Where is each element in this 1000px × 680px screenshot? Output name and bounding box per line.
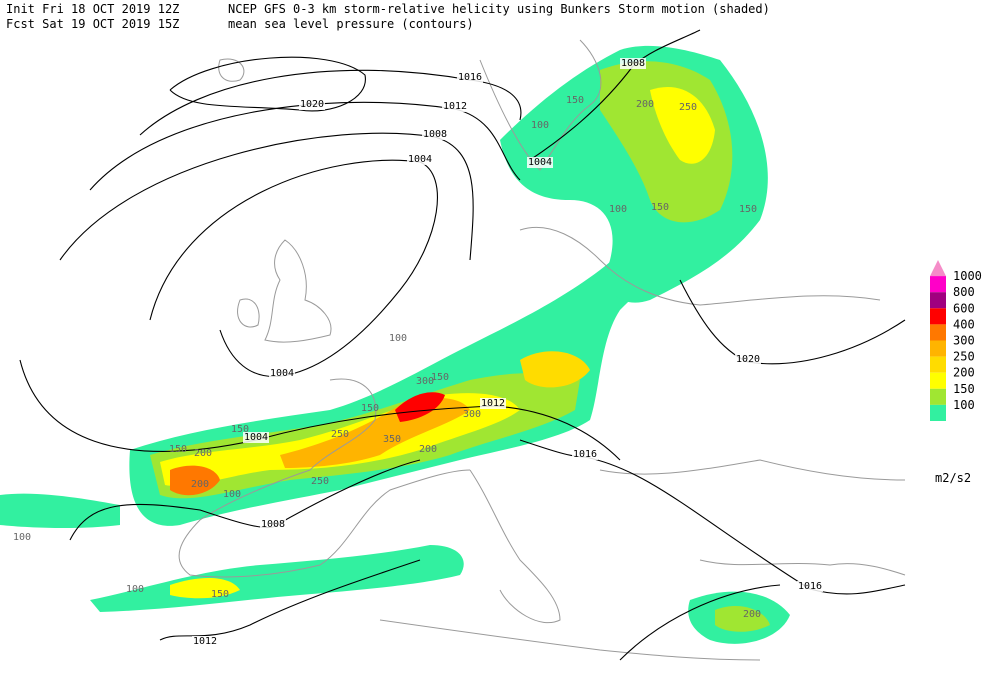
- legend-swatch: [930, 324, 946, 341]
- shading-label: 200: [636, 99, 654, 110]
- legend-label: 200: [953, 366, 975, 380]
- shading-label: 150: [739, 204, 757, 215]
- map-labels: 1020 1016 1012 1008 1004 1004 1008 1004 1004 1012…: [13, 58, 823, 647]
- isobar-label-bg: [422, 129, 448, 140]
- shading-label: 150: [361, 403, 379, 414]
- isobar-label: 1004: [408, 154, 432, 165]
- map-title: NCEP GFS 0-3 km storm-relative helicity …: [228, 2, 770, 16]
- legend: 1000 800 600 400 300 250 200 150 100: [930, 260, 982, 421]
- isobar-label-bg: [442, 101, 468, 112]
- isobar-label-bg: [620, 58, 646, 69]
- isobar-label-bg: [735, 354, 761, 365]
- shading-label: 250: [331, 429, 349, 440]
- isobar-label-bg: [797, 581, 823, 592]
- map-subtitle: mean sea level pressure (contours): [228, 17, 474, 31]
- legend-label: 800: [953, 285, 975, 299]
- shading-label: 350: [383, 434, 401, 445]
- shading-label: 150: [169, 444, 187, 455]
- fcst-line: Fcst Sat 19 OCT 2019 15Z: [6, 17, 179, 31]
- shading-label: 100: [223, 489, 241, 500]
- legend-label: 100: [953, 398, 975, 412]
- legend-swatch: [930, 372, 946, 389]
- isobar-label: 1004: [528, 157, 552, 168]
- isobar-label-bg: [299, 99, 325, 110]
- units-label: m2/s2: [935, 471, 971, 485]
- isobar-label: 1020: [300, 99, 324, 110]
- isobar-label: 1008: [261, 519, 285, 530]
- isobar-label-bg: [407, 154, 433, 165]
- isobar-label: 1012: [193, 636, 217, 647]
- shading-label: 100: [609, 204, 627, 215]
- shading-label: 200: [191, 479, 209, 490]
- isobar-label-bg: [480, 398, 506, 409]
- shading-label: 100: [13, 532, 31, 543]
- shading-label: 150: [566, 95, 584, 106]
- legend-swatch: [930, 356, 946, 373]
- init-line: Init Fri 18 OCT 2019 12Z: [6, 2, 179, 16]
- isobar-label: 1016: [798, 581, 822, 592]
- legend-swatch: [930, 276, 946, 293]
- shading-label: 150: [211, 589, 229, 600]
- shading-label: 150: [231, 424, 249, 435]
- shading-label: 100: [126, 584, 144, 595]
- isobar-label-bg: [243, 432, 269, 443]
- legend-swatch: [930, 388, 946, 405]
- shading-label: 200: [743, 609, 761, 620]
- isobar-label-bg: [192, 636, 218, 647]
- isobar-label-bg: [527, 157, 553, 168]
- isobar-label-bg: [269, 368, 295, 379]
- isobar-label: 1004: [244, 432, 268, 443]
- shading-label: 200: [419, 444, 437, 455]
- isobar-label: 1012: [443, 101, 467, 112]
- shading-label: 250: [311, 476, 329, 487]
- shading-label: 300: [416, 376, 434, 387]
- isobar-label: 1008: [423, 129, 447, 140]
- isobar-label: 1016: [573, 449, 597, 460]
- legend-label: 600: [953, 301, 975, 315]
- isobar-label: 1012: [481, 398, 505, 409]
- shading-label: 150: [431, 372, 449, 383]
- isobar-label: 1020: [736, 354, 760, 365]
- isobar-label-bg: [457, 72, 483, 83]
- isobar-label: 1008: [621, 58, 645, 69]
- legend-label: 250: [953, 350, 975, 364]
- legend-swatch: [930, 292, 946, 309]
- shading-label: 300: [463, 409, 481, 420]
- isobar-label-bg: [572, 449, 598, 460]
- legend-label: 400: [953, 317, 975, 331]
- shading-label: 200: [194, 448, 212, 459]
- isobar-label-bg: [260, 519, 286, 530]
- shading-label: 100: [531, 120, 549, 131]
- isobar-label: 1004: [270, 368, 294, 379]
- legend-label: 300: [953, 334, 975, 348]
- shading-label: 150: [651, 202, 669, 213]
- legend-label: 1000: [953, 269, 982, 283]
- isobar-label: 1016: [458, 72, 482, 83]
- legend-triangle: [930, 260, 946, 277]
- isobars: [19, 29, 906, 661]
- shading-label: 100: [389, 333, 407, 344]
- legend-swatch: [930, 340, 946, 357]
- legend-swatch: [930, 308, 946, 325]
- shading: [0, 45, 790, 644]
- legend-label: 150: [953, 382, 975, 396]
- shading-label: 250: [679, 102, 697, 113]
- legend-swatch: [930, 404, 946, 421]
